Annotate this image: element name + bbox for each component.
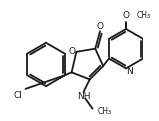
Text: CH₃: CH₃: [137, 11, 151, 20]
Text: O: O: [97, 22, 104, 31]
Text: O: O: [122, 11, 129, 20]
Text: N: N: [126, 67, 133, 76]
Text: Cl: Cl: [14, 91, 23, 100]
Text: CH₃: CH₃: [98, 107, 112, 116]
Text: O: O: [68, 47, 75, 56]
Text: NH: NH: [77, 92, 90, 101]
